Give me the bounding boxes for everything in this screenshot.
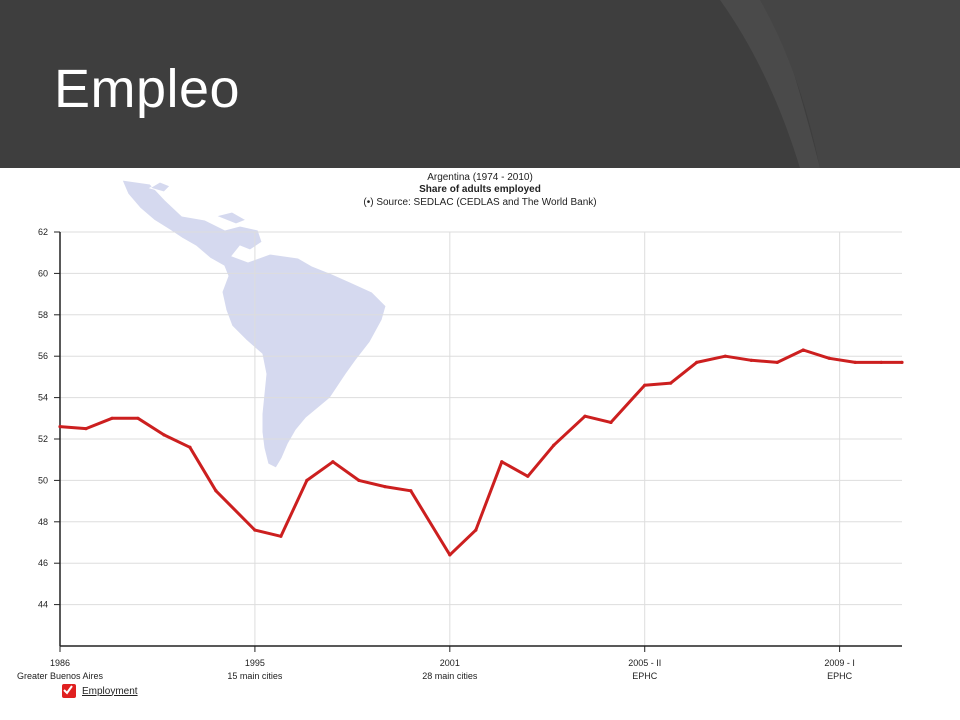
data-point [253, 528, 257, 532]
data-point [84, 427, 88, 431]
data-point [801, 348, 805, 352]
series-line-employment [59, 348, 902, 557]
x-axis-ticks: 1986 Greater Buenos Aires 1995 15 main citi… [17, 646, 855, 681]
data-point [162, 433, 166, 437]
x-tick-sublabel: EPHC [632, 671, 658, 681]
y-tick-label: 46 [38, 558, 48, 568]
legend-label-employment[interactable]: Employment [82, 685, 138, 697]
data-point [900, 360, 904, 365]
data-point [331, 460, 335, 464]
data-point [643, 383, 647, 387]
y-tick-label: 54 [38, 393, 48, 403]
data-point [827, 356, 831, 360]
data-point [853, 360, 857, 365]
data-point [669, 381, 673, 385]
y-tick-label: 56 [38, 351, 48, 361]
y-tick-label: 52 [38, 434, 48, 444]
x-tick-label: 1986 [50, 658, 70, 668]
x-tick-label: 2009 - I [824, 658, 855, 668]
data-point [749, 358, 753, 362]
y-tick-label: 62 [38, 227, 48, 237]
data-point [723, 354, 727, 358]
south-america-map-icon [121, 179, 387, 469]
data-point [279, 534, 283, 538]
data-point [448, 553, 452, 557]
employment-chart: Argentina (1974 - 2010) Share of adults … [17, 172, 904, 681]
x-tick-sublabel: EPHC [827, 671, 853, 681]
chart-panel: Argentina (1974 - 2010) Share of adults … [0, 168, 960, 720]
chart-grid [59, 231, 902, 646]
data-point [695, 360, 699, 365]
checkmark-icon [63, 685, 73, 695]
chart-legend[interactable]: Employment [62, 684, 138, 698]
data-point [409, 489, 413, 493]
chart-title-line-1: Argentina (1974 - 2010) [427, 172, 533, 183]
data-point [474, 528, 478, 532]
legend-checkbox[interactable] [62, 684, 76, 698]
data-point [879, 360, 883, 365]
data-point [110, 416, 114, 420]
data-point [357, 478, 361, 482]
header-decoration [720, 0, 960, 168]
data-point [305, 478, 309, 482]
data-point [583, 414, 587, 418]
chart-source-line: (•) Source: SEDLAC (CEDLAS and The World… [363, 197, 596, 208]
slide-title: Empleo [54, 59, 241, 119]
x-tick-sublabel: Greater Buenos Aires [17, 671, 104, 681]
data-point [136, 416, 140, 420]
data-point [609, 420, 613, 425]
data-point [775, 360, 779, 365]
y-tick-label: 50 [38, 475, 48, 485]
chart-title: Argentina (1974 - 2010) Share of adults … [363, 172, 596, 208]
y-tick-label: 44 [38, 600, 48, 610]
data-point [214, 489, 218, 493]
x-tick-label: 1995 [245, 658, 265, 668]
x-tick-label: 2005 - II [628, 658, 661, 668]
y-axis-ticks: 44 46 48 50 52 54 56 58 60 62 [38, 227, 60, 610]
y-tick-label: 60 [38, 268, 48, 278]
data-point [552, 443, 556, 447]
chart-title-line-2: Share of adults employed [419, 184, 541, 195]
x-tick-label: 2001 [440, 658, 460, 668]
slide-header: Empleo [0, 0, 960, 168]
data-point [383, 485, 387, 489]
x-tick-sublabel: 15 main cities [227, 671, 283, 681]
data-point [188, 445, 192, 449]
data-point [500, 460, 504, 464]
data-point [58, 424, 62, 429]
y-tick-label: 58 [38, 310, 48, 320]
x-tick-sublabel: 28 main cities [422, 671, 478, 681]
data-point [526, 474, 530, 478]
series-group [58, 348, 904, 557]
y-tick-label: 48 [38, 517, 48, 527]
